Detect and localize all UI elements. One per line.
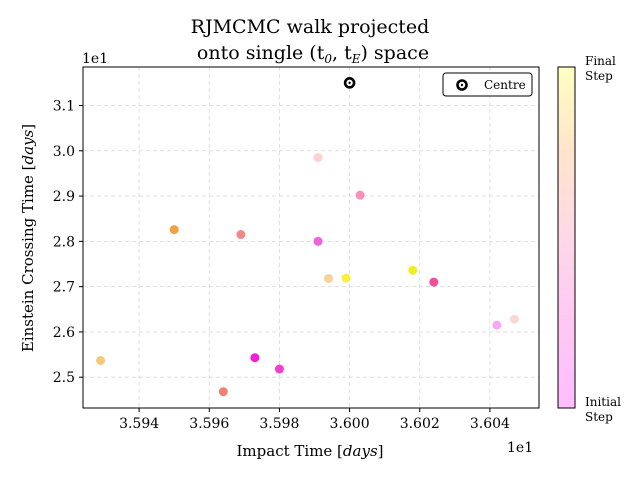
colorbar-bottom-label-line-1: Initial (585, 395, 621, 409)
x-axis-label: Impact Time [days] (237, 442, 384, 460)
x-tick-label: 3.594 (119, 416, 159, 432)
plot-frame (82, 66, 540, 409)
scatter-point (218, 387, 228, 397)
x-tick-label: 3.604 (470, 416, 510, 432)
chart-title-line-1: RJMCMC walk projected (191, 16, 430, 38)
scatter-point (324, 273, 334, 283)
centre-marker (343, 77, 356, 89)
centre-marker-dot (348, 81, 351, 85)
scatter-point (408, 265, 418, 275)
scatter-point (236, 230, 246, 240)
legend: Centre (442, 72, 533, 97)
y-axis-multiplier: 1e1 (82, 51, 108, 67)
scatter-point (509, 314, 519, 324)
scatter-point (169, 225, 179, 235)
legend-box (442, 72, 533, 97)
colorbar-top-label-line-1: Final (585, 54, 616, 68)
scatter-point (250, 353, 260, 363)
colorbar-top-label-line-2: Step (585, 69, 613, 83)
x-tick-label: 3.600 (330, 416, 370, 432)
scatter-point (341, 273, 351, 283)
colorbar (557, 66, 576, 409)
scatter-point (274, 364, 284, 374)
y-tick-label: 2.5 (53, 370, 75, 386)
scatter-point (492, 320, 502, 330)
scatter-point (96, 355, 106, 365)
scatter-point (313, 236, 323, 246)
scatter-point (355, 190, 365, 200)
x-tick-label: 3.596 (189, 416, 229, 432)
colorbar-bottom-label-line-2: Step (585, 410, 613, 424)
legend-label: Centre (484, 78, 526, 92)
x-tick-label: 3.598 (259, 416, 299, 432)
scatter-point (313, 153, 323, 163)
y-tick-label: 2.6 (53, 325, 75, 341)
scatter-points (96, 153, 519, 397)
x-axis-ticks: 3.594 3.596 3.598 3.600 3.602 3.604 (119, 408, 510, 432)
scatter-point (429, 277, 439, 287)
x-axis-multiplier: 1e1 (507, 440, 533, 456)
y-tick-label: 3.1 (53, 98, 75, 114)
y-axis-ticks: 2.5 2.6 2.7 2.8 2.9 3.0 3.1 (53, 98, 83, 386)
legend-centre-marker-icon (456, 79, 468, 91)
y-tick-label: 2.7 (53, 280, 75, 296)
y-axis-label: Einstein Crossing Time [days] (19, 124, 37, 352)
y-tick-label: 2.9 (53, 189, 75, 205)
grid-lines (83, 67, 539, 408)
y-tick-label: 3.0 (53, 144, 75, 160)
legend-centre-marker-dot (460, 83, 464, 87)
y-tick-label: 2.8 (53, 234, 75, 250)
x-tick-label: 3.602 (400, 416, 440, 432)
chart-title-line-2: onto single (t0, tE) space (197, 42, 429, 66)
